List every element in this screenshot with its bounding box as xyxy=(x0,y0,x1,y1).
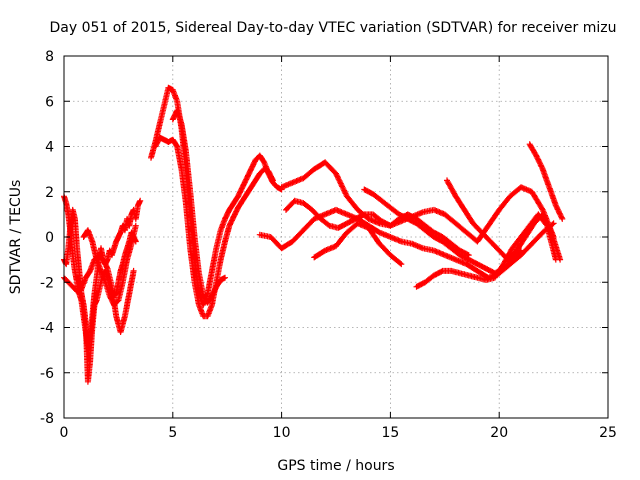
data-point-markers xyxy=(80,222,139,308)
series-track-mid-c xyxy=(283,197,472,259)
series-track-mid-d xyxy=(311,220,405,268)
x-tick-label: 5 xyxy=(168,425,177,441)
series-track-mid-b xyxy=(278,159,557,245)
y-tick-label: 6 xyxy=(45,94,54,110)
data-point-markers xyxy=(444,177,564,263)
axis-ticks xyxy=(63,55,609,419)
y-tick-label: 8 xyxy=(45,49,54,65)
y-tick-label: -6 xyxy=(40,366,54,382)
x-tick-label: 10 xyxy=(273,425,291,441)
series-track-early-d xyxy=(80,222,139,308)
x-tick-label: 25 xyxy=(599,425,617,441)
x-axis-label: GPS time / hours xyxy=(277,458,394,474)
y-tick-label: -2 xyxy=(40,275,54,291)
y-axis-label: SDTVAR / TECUs xyxy=(8,180,24,295)
data-point-markers xyxy=(526,141,566,222)
data-markers xyxy=(61,84,566,385)
x-tick-label: 20 xyxy=(490,425,508,441)
y-tick-labels: -8 -6 -4 -2 0 2 4 6 8 xyxy=(40,49,54,427)
chart-title: Day 051 of 2015, Sidereal Day-to-day VTE… xyxy=(50,20,617,36)
series-track-late-d xyxy=(526,141,566,222)
data-point-markers xyxy=(61,206,139,385)
data-point-markers xyxy=(361,186,524,277)
y-tick-label: -8 xyxy=(40,411,54,427)
x-tick-label: 0 xyxy=(60,425,69,441)
data-point-markers xyxy=(311,220,405,268)
series-track-early-b xyxy=(61,206,139,385)
series-track-peak-b xyxy=(152,134,276,320)
y-tick-label: 2 xyxy=(45,185,54,201)
y-tick-label: 0 xyxy=(45,230,54,246)
data-point-markers xyxy=(152,134,276,320)
y-tick-label: -4 xyxy=(40,321,54,337)
x-tick-labels: 0 5 10 15 20 25 xyxy=(60,425,617,441)
x-tick-label: 15 xyxy=(381,425,399,441)
y-tick-label: 4 xyxy=(45,140,54,156)
series-track-late-c xyxy=(444,177,564,263)
data-point-markers xyxy=(278,159,557,245)
data-point-markers xyxy=(169,107,228,306)
series-track-peak-c xyxy=(169,107,228,306)
series-track-late-a xyxy=(361,186,524,277)
data-point-markers xyxy=(283,197,472,259)
